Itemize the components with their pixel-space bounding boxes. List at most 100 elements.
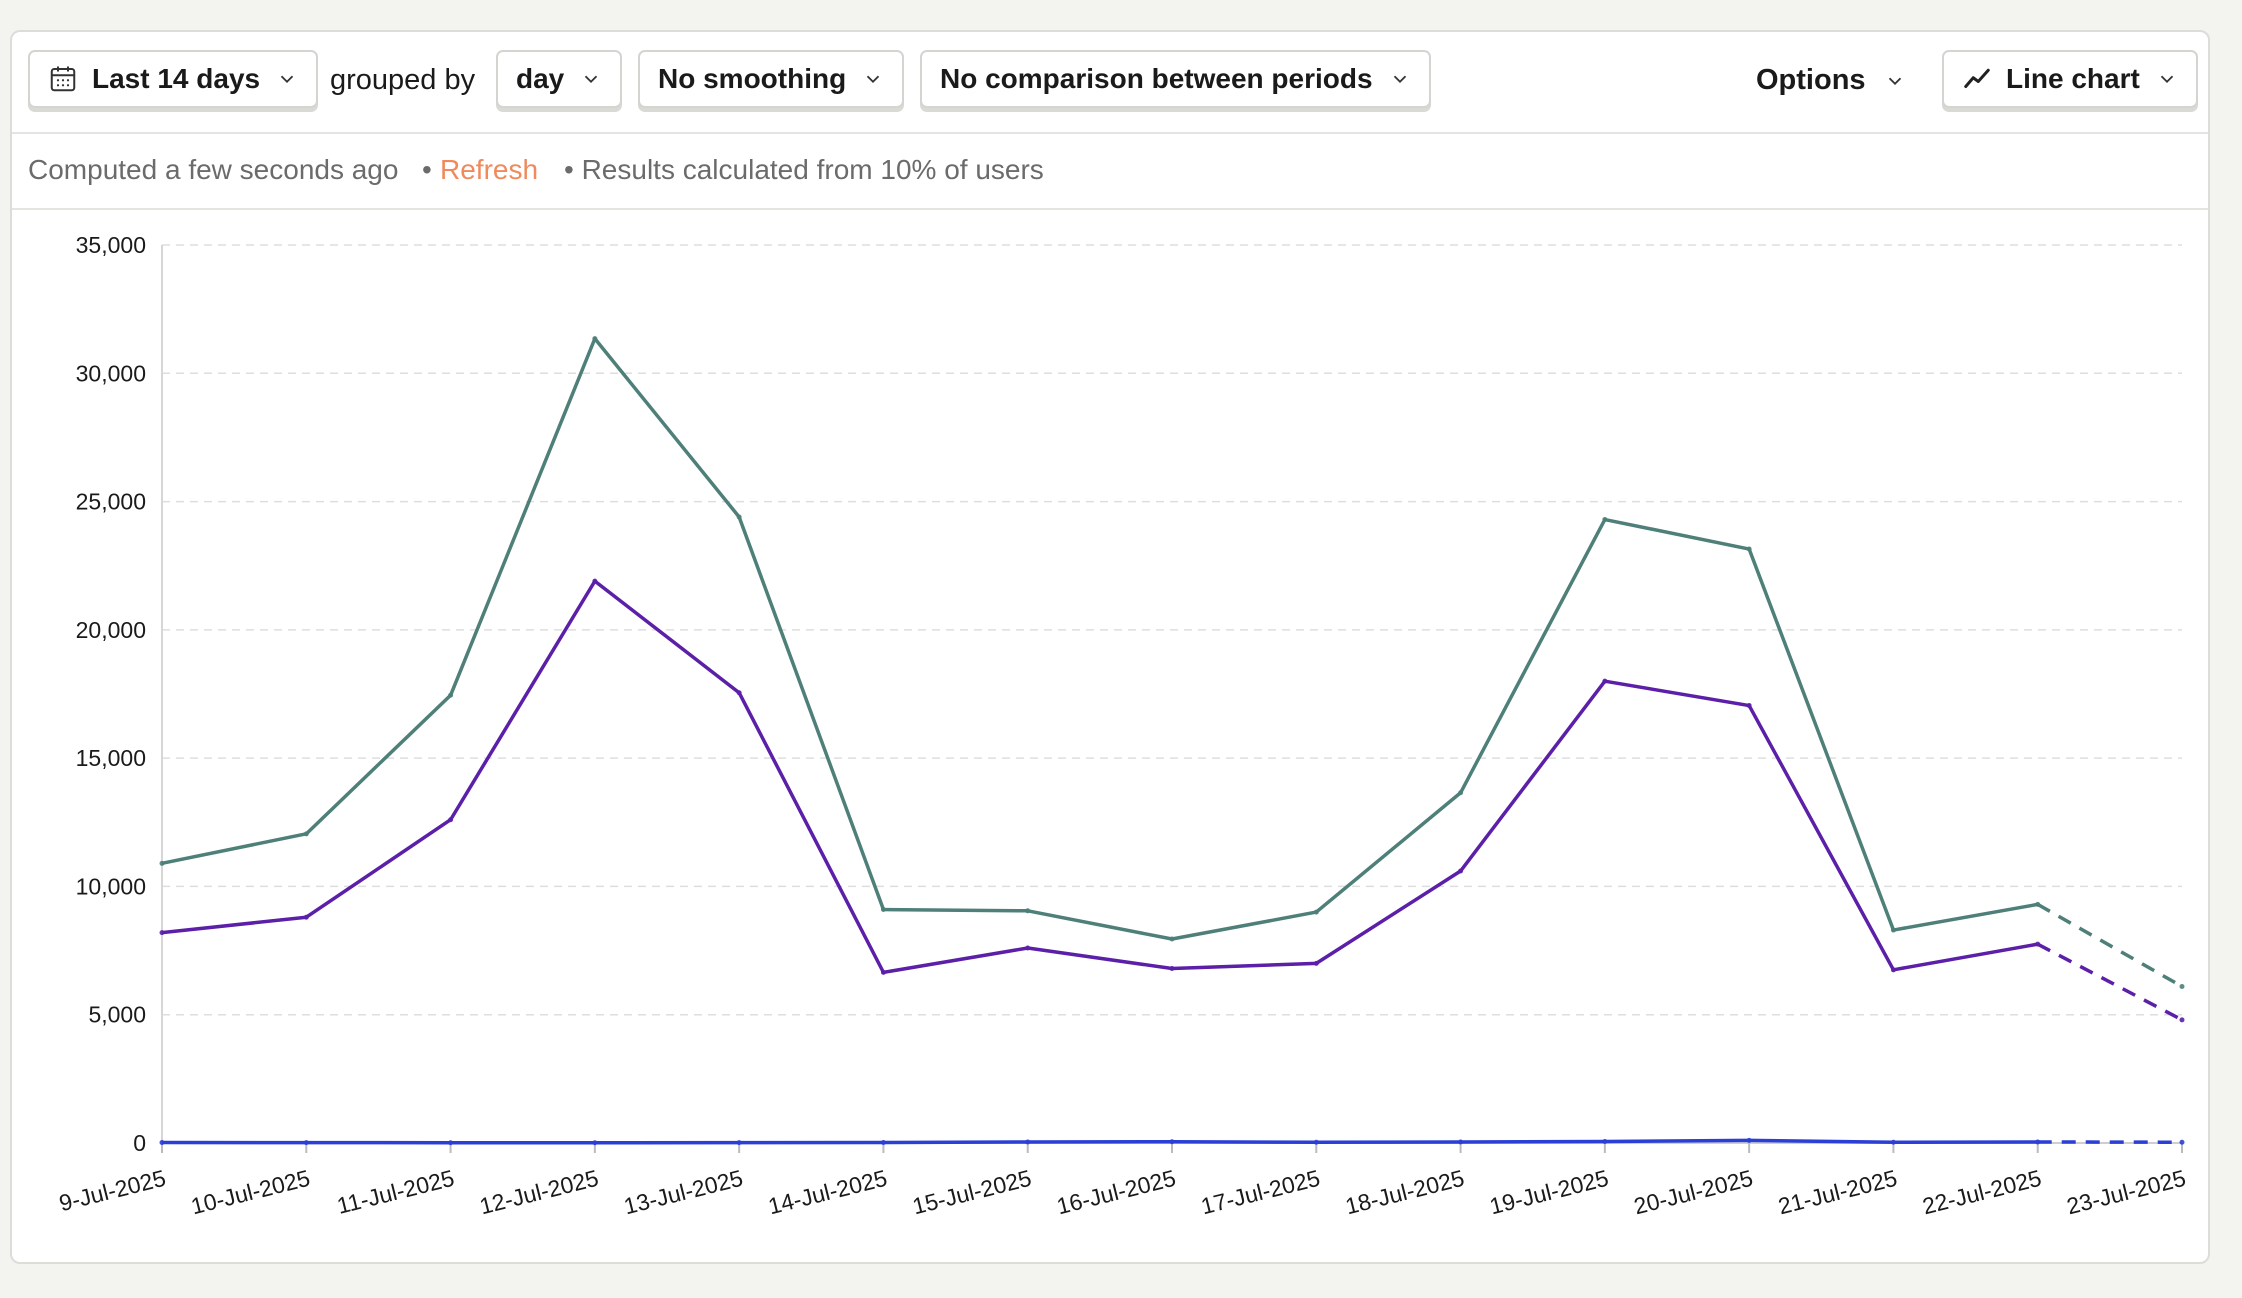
chart-type-select[interactable]: Line chart (1942, 50, 2198, 108)
x-tick-label: 19-Jul-2025 (1487, 1165, 1611, 1220)
chevron-down-icon (1393, 75, 1406, 84)
y-tick-label: 10,000 (76, 873, 146, 899)
chevron-down-icon (867, 75, 880, 84)
data-point[interactable] (2179, 1017, 2185, 1023)
data-point[interactable] (448, 692, 454, 698)
data-point[interactable] (159, 1139, 165, 1145)
data-point[interactable] (448, 1140, 454, 1146)
data-point[interactable] (592, 1140, 598, 1146)
data-point[interactable] (448, 817, 454, 823)
x-tick-label: 20-Jul-2025 (1631, 1165, 1755, 1220)
y-tick-label: 30,000 (76, 360, 146, 386)
y-tick-label: 35,000 (76, 232, 146, 258)
series-incomplete-segment-1 (2036, 902, 2183, 989)
x-tick-label: 21-Jul-2025 (1775, 1165, 1899, 1220)
y-tick-label: 5,000 (88, 1002, 146, 1028)
chevron-down-icon (585, 75, 598, 84)
data-point[interactable] (1169, 966, 1175, 972)
series-line-2 (161, 579, 2039, 975)
x-tick-label: 10-Jul-2025 (188, 1165, 312, 1220)
x-tick-label: 14-Jul-2025 (765, 1165, 889, 1220)
data-point[interactable] (303, 1140, 309, 1146)
data-point[interactable] (736, 1140, 742, 1146)
data-point[interactable] (1458, 868, 1464, 874)
compare-select[interactable]: No comparison between periods (920, 50, 1431, 108)
refresh-link[interactable]: Refresh (440, 154, 539, 185)
data-point[interactable] (1313, 960, 1319, 966)
y-tick-label: 25,000 (76, 489, 146, 515)
data-point[interactable] (1746, 1137, 1752, 1143)
x-tick-label: 11-Jul-2025 (334, 1165, 456, 1219)
data-point[interactable] (1602, 678, 1608, 684)
data-point[interactable] (2179, 983, 2185, 989)
data-point[interactable] (736, 514, 742, 520)
data-point[interactable] (2035, 941, 2041, 947)
data-point[interactable] (1025, 1139, 1031, 1145)
x-tick-label: 16-Jul-2025 (1054, 1165, 1178, 1220)
calendar-icon (50, 66, 76, 92)
data-point[interactable] (1169, 1139, 1175, 1145)
x-tick-label: 13-Jul-2025 (621, 1165, 745, 1220)
x-tick-label: 9-Jul-2025 (56, 1165, 168, 1217)
data-point[interactable] (880, 907, 886, 913)
sampling-text: • Results calculated from 10% of users (564, 154, 1044, 185)
grouped-by-text: grouped by (330, 64, 476, 96)
data-point[interactable] (1025, 945, 1031, 951)
series-line-1 (161, 336, 2039, 941)
data-point[interactable] (880, 1139, 886, 1145)
x-tick-label: 22-Jul-2025 (1920, 1165, 2044, 1220)
data-point[interactable] (1458, 790, 1464, 796)
chart-type-label: Line chart (2006, 63, 2140, 94)
interval-select[interactable]: day (496, 50, 623, 108)
line-chart-icon (1964, 68, 1990, 88)
data-point[interactable] (592, 336, 598, 342)
date-range-button[interactable]: Last 14 days (28, 50, 319, 108)
date-range-label: Last 14 days (92, 63, 261, 94)
chevron-down-icon (1888, 77, 1901, 85)
compare-label: No comparison between periods (940, 63, 1373, 94)
series-incomplete-segment-2 (2036, 942, 2183, 1022)
options-label: Options (1756, 64, 1866, 96)
data-point[interactable] (1458, 1139, 1464, 1145)
line-chart: 0 5,000 10,000 15,000 20,000 25,000 30,000 35,0… (56, 232, 2188, 1220)
data-point[interactable] (1890, 1139, 1896, 1145)
separator-dot: • (422, 154, 432, 185)
data-point[interactable] (1313, 909, 1319, 915)
computed-text: Computed a few seconds ago (28, 154, 399, 185)
status-bar: Computed a few seconds ago • Refresh • R… (12, 134, 2208, 210)
series-line-3 (161, 1138, 2038, 1145)
x-tick-label: 23-Jul-2025 (2064, 1165, 2188, 1220)
x-tick-label: 18-Jul-2025 (1343, 1165, 1467, 1220)
x-tick-label: 12-Jul-2025 (477, 1165, 601, 1220)
data-point[interactable] (159, 930, 165, 936)
data-point[interactable] (1602, 517, 1608, 523)
data-point[interactable] (1746, 703, 1752, 709)
data-point[interactable] (303, 914, 309, 920)
chevron-down-icon (280, 75, 294, 84)
data-point[interactable] (880, 969, 886, 975)
data-point[interactable] (2035, 901, 2041, 907)
data-point[interactable] (2035, 1139, 2041, 1145)
smoothing-select[interactable]: No smoothing (638, 50, 905, 108)
data-point[interactable] (159, 860, 165, 866)
toolbar: Last 14 days grouped by day No smoothing… (12, 32, 2208, 134)
data-point[interactable] (1602, 1138, 1608, 1144)
data-point[interactable] (736, 690, 742, 696)
data-point[interactable] (1313, 1139, 1319, 1145)
data-point[interactable] (2179, 1139, 2185, 1145)
options-button[interactable]: Options (1756, 64, 1906, 97)
insight-card: Last 14 days grouped by day No smoothing… (10, 30, 2210, 1264)
smoothing-label: No smoothing (658, 63, 847, 94)
data-point[interactable] (1169, 936, 1175, 942)
data-point[interactable] (1746, 546, 1752, 552)
x-tick-label: 17-Jul-2025 (1198, 1165, 1322, 1220)
y-tick-label: 15,000 (76, 745, 146, 771)
data-point[interactable] (303, 831, 309, 837)
y-tick-label: 0 (133, 1130, 146, 1156)
interval-label: day (516, 63, 565, 94)
data-point[interactable] (592, 578, 598, 584)
data-point[interactable] (1890, 927, 1896, 933)
data-point[interactable] (1025, 908, 1031, 914)
data-point[interactable] (1890, 967, 1896, 973)
x-tick-label: 15-Jul-2025 (910, 1165, 1034, 1220)
